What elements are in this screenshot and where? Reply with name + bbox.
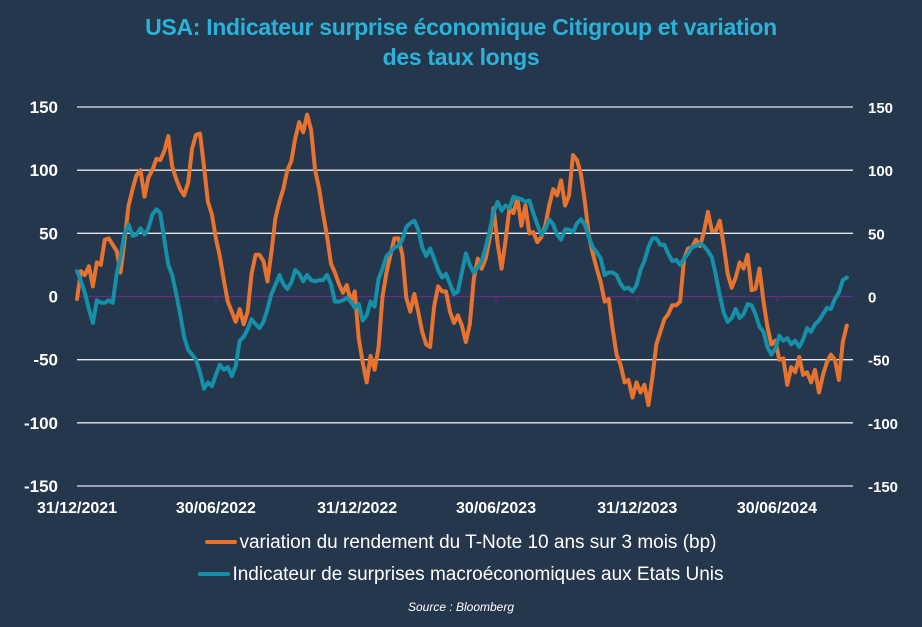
legend-item-surprise-index: Indicateur de surprises macroéconomiques… xyxy=(0,564,922,586)
legend-swatch-orange xyxy=(205,539,238,544)
series-line-surprise-index xyxy=(75,194,849,391)
x-tick-label: 30/06/2022 xyxy=(176,500,256,517)
y-tick-label-right: 50 xyxy=(868,226,885,243)
x-tick-label: 30/06/2024 xyxy=(737,500,817,517)
y-tick-label-right: 0 xyxy=(868,290,876,307)
y-tick-label-left: -100 xyxy=(24,414,58,433)
x-tick-label: 31/12/2021 xyxy=(37,500,117,517)
x-tick-marks xyxy=(76,296,778,302)
y-tick-label-right: -50 xyxy=(868,353,890,370)
y-tick-label-right: -100 xyxy=(868,416,898,433)
chart-title-line-1: USA: Indicateur surprise économique Citi… xyxy=(145,14,777,40)
y-tick-label-left: 100 xyxy=(30,161,58,180)
y-axis-left: 150 100 50 0 -50 -100 -150 xyxy=(24,98,58,496)
y-tick-label-left: 0 xyxy=(49,288,58,307)
y-tick-label-right: 150 xyxy=(868,100,893,117)
legend-item-yield-change: variation du rendement du T-Note 10 ans … xyxy=(0,532,922,554)
x-tick-label: 31/12/2023 xyxy=(597,500,677,517)
y-tick-label-left: -150 xyxy=(24,477,58,496)
y-tick-label-left: -50 xyxy=(33,351,58,370)
series-lines xyxy=(75,112,849,408)
chart-title-line-2: des taux longs xyxy=(382,44,540,70)
source-note: Source : Bloomberg xyxy=(407,600,515,614)
y-tick-label-right: -150 xyxy=(868,479,898,496)
x-tick-label: 31/12/2022 xyxy=(317,500,397,517)
y-tick-label-left: 150 xyxy=(30,98,58,117)
legend-swatch-teal xyxy=(198,571,231,576)
y-tick-label-right: 100 xyxy=(868,163,893,180)
legend-label: variation du rendement du T-Note 10 ans … xyxy=(239,532,717,553)
y-axis-right: 150 100 50 0 -50 -100 -150 xyxy=(868,100,898,496)
x-tick-label: 30/06/2023 xyxy=(456,500,536,517)
y-tick-label-left: 50 xyxy=(39,224,58,243)
x-axis: 31/12/2021 30/06/2022 31/12/2022 30/06/2023… xyxy=(37,500,817,517)
chart-title: USA: Indicateur surprise économique Citi… xyxy=(0,12,922,72)
legend-label: Indicateur de surprises macroéconomiques… xyxy=(232,564,724,585)
series-line-yield-change xyxy=(75,112,849,408)
